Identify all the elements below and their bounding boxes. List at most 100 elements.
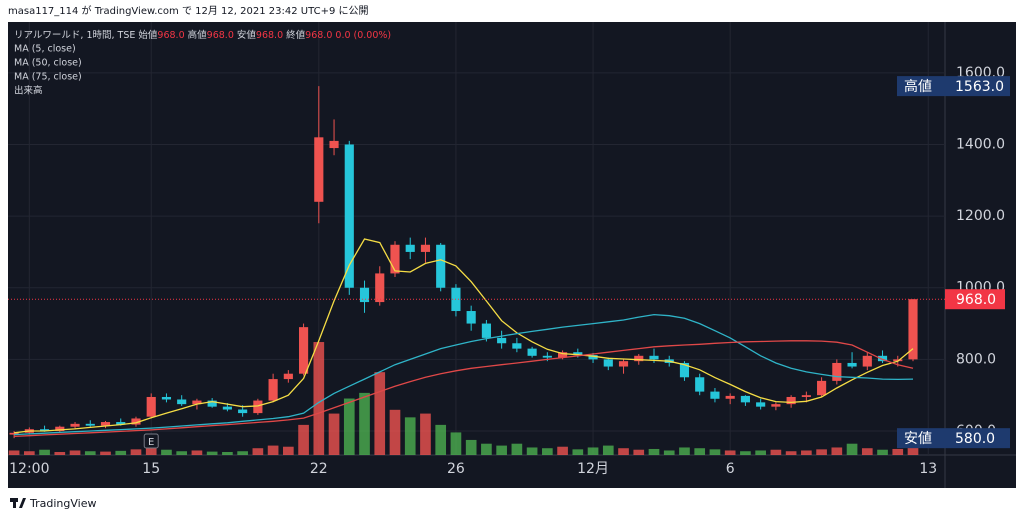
candle-body [710,391,720,399]
candle-body [740,395,750,403]
candle-body [512,343,522,349]
candle-body [344,144,354,288]
volume-bar [450,432,462,455]
volume-bar [785,451,797,455]
volume-bar [602,445,614,455]
candle-body [771,404,781,407]
volume-bar [801,450,812,455]
volume-bar [724,450,736,455]
marker-value: 580.0 [955,431,995,447]
candle-body [177,399,187,405]
candle-body [192,400,202,405]
footer: TradingView [29,497,96,510]
moving-averages [14,238,914,438]
candle-body [405,244,415,252]
candle-body [390,244,400,274]
volume-bar [267,445,279,455]
candle-body [725,395,735,399]
volume-bar [404,417,416,455]
volume-bar [481,443,492,455]
legend-entry: MA (5, close) [14,44,76,55]
candle-body [877,355,888,362]
candle-body [222,406,232,410]
volume-bar [542,448,553,455]
volume-bar [298,424,309,455]
candle-body [314,137,324,202]
volume-bar [846,443,858,455]
volume-bar [222,451,233,455]
candle-body [299,327,309,374]
candle-body [238,409,248,414]
volume-bar [8,450,20,455]
overlay: 968.0 高値 1563.0 安値 580.0 E [8,76,1010,449]
volume-bar [648,448,660,455]
volume-bar [831,447,843,455]
volume-bar [618,448,629,455]
volume-bar [511,443,523,455]
field-label: 高値 [188,29,208,41]
volume-bar [54,451,66,455]
volume-bar [161,449,172,455]
volume-bar [313,342,325,455]
volume-bar [740,451,751,455]
x-tick-label: 26 [447,461,465,477]
legend-entry: MA (50, close) [14,58,82,69]
candle-body [329,140,339,149]
candle-body [801,395,811,397]
volume [8,342,919,455]
volume-bar [359,392,370,455]
candle-body [588,355,598,360]
volume-bar [283,446,294,455]
candle-body [85,423,95,426]
volume-bar [84,451,96,455]
field-label: 始値 [138,29,158,41]
volume-bar [694,448,706,455]
volume-bar [237,451,248,455]
volume-bar [176,451,188,455]
volume-bar [389,409,401,455]
candle-body [100,422,111,426]
volume-bar [496,445,507,455]
volume-bar [115,450,127,455]
candle-body [9,432,19,435]
ma-line [14,313,914,436]
volume-bar [100,451,111,455]
candle-body [131,418,141,425]
candle-body [70,423,80,427]
event-label: E [148,437,154,448]
marker-value: 1563.0 [955,79,1004,95]
ma-line [14,238,914,434]
candle-body [146,396,156,417]
candle-body [542,355,552,358]
change: 0.0 (0.00%) [335,30,391,41]
candle-body [679,362,690,378]
caption: masa117_114 が TradingView.com で 12月 12, … [8,4,369,17]
volume-bar [23,451,35,455]
marker-label: 安値 [904,431,932,447]
x-tick-label: 6 [726,461,735,477]
last-price-badge [945,289,1005,310]
field-value: 968.0 [207,30,234,41]
symbol: リアルワールド, 1時間, TSE [14,30,135,41]
x-tick-label: 22 [310,461,328,477]
volume-bar [709,449,721,455]
candle-body [481,323,491,338]
volume-bar [572,449,584,455]
candle-body [359,287,370,303]
field-value: 968.0 [256,30,283,41]
last-price-label: 968.0 [956,292,996,308]
candle-body [695,377,705,392]
candle-body [847,362,857,367]
y-tick-label: 1200.0 [956,208,1005,224]
volume-bar [69,450,81,455]
volume-bar [130,449,142,455]
field-label: 終値 [286,29,306,41]
candle-body [161,396,172,400]
legend-entry: 出来高 [14,85,43,97]
chart-bg [8,22,1016,488]
candle-body [283,373,293,380]
candle-body [527,348,537,356]
candle-body [634,355,644,362]
